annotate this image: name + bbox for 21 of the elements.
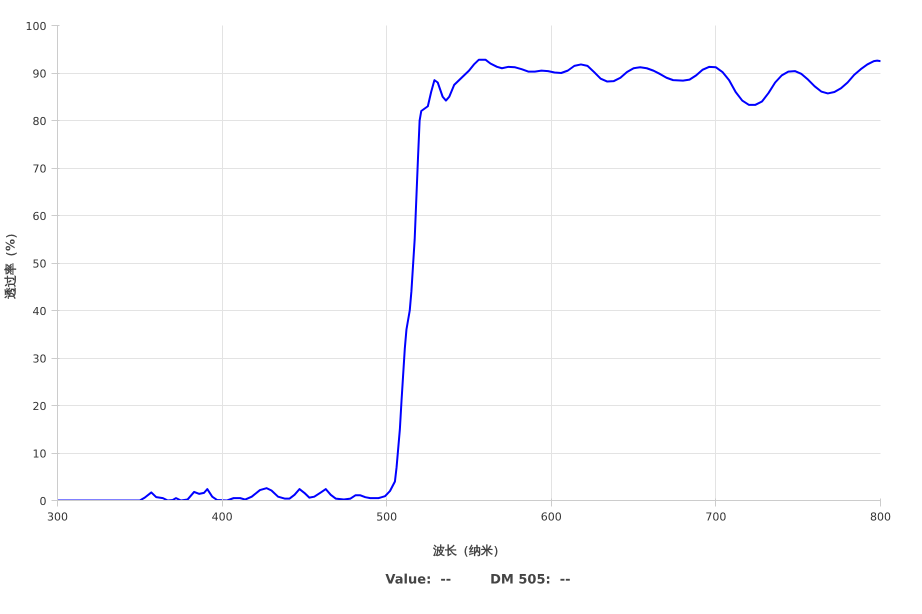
x-tick-label: 400 bbox=[212, 510, 233, 524]
x-tick-label: 300 bbox=[47, 510, 68, 524]
text: DM 505: -- bbox=[490, 572, 571, 588]
y-tick-label: 90 bbox=[32, 68, 47, 80]
y-tick-label: 20 bbox=[32, 400, 47, 413]
legend-title: Value: -- bbox=[385, 572, 452, 588]
x-tick-label: 800 bbox=[870, 510, 891, 524]
y-tick-label: 40 bbox=[32, 305, 47, 318]
x-axis-title: 波长（纳米） bbox=[432, 544, 505, 558]
x-tick-label: 700 bbox=[705, 510, 726, 524]
y-tick-label: 50 bbox=[32, 258, 47, 270]
x-tick-label: 500 bbox=[376, 510, 398, 524]
y-tick-label: 30 bbox=[32, 352, 47, 366]
y-tick-label: 10 bbox=[32, 448, 47, 460]
y-tick-label: 80 bbox=[32, 115, 47, 128]
y-tick-label: 70 bbox=[32, 162, 47, 176]
y-tick-label: 60 bbox=[32, 210, 47, 223]
y-tick-label: 100 bbox=[26, 20, 47, 33]
y-tick-label: 0 bbox=[40, 495, 46, 508]
x-tick-label: 600 bbox=[540, 510, 562, 524]
y-axis-title: 透过率（%） bbox=[4, 226, 18, 300]
